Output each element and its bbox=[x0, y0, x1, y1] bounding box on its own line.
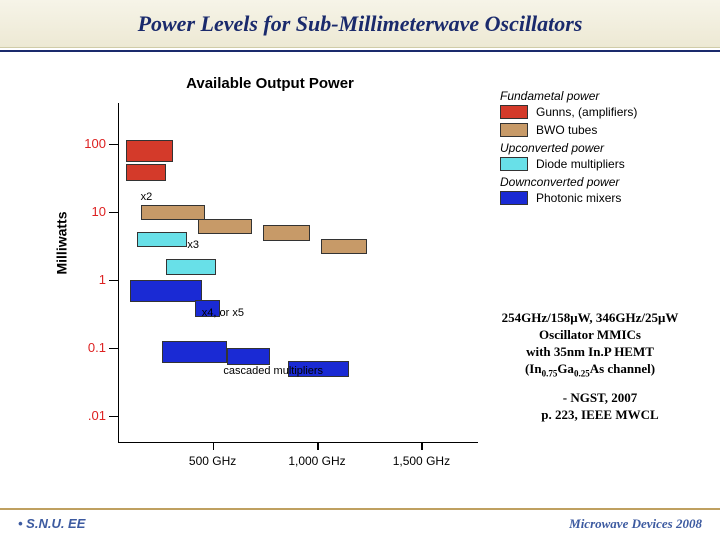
x-tick-label: 1,500 GHz bbox=[386, 454, 456, 468]
page-title: Power Levels for Sub-Millimeterwave Osci… bbox=[138, 11, 583, 37]
data-bar-photonic bbox=[162, 341, 227, 363]
x-tick bbox=[421, 442, 423, 450]
legend-group-title: Downconverted power bbox=[500, 175, 710, 189]
legend-item: Gunns, (amplifiers) bbox=[500, 105, 710, 119]
data-bar-bwo bbox=[263, 225, 310, 240]
legend-label: Photonic mixers bbox=[536, 191, 621, 205]
plot-region: .010.1110100500 GHz1,000 GHz1,500 GHzx2x… bbox=[118, 103, 478, 443]
legend-swatch bbox=[500, 123, 528, 137]
x-tick bbox=[317, 442, 319, 450]
legend-swatch bbox=[500, 191, 528, 205]
legend-label: Diode multipliers bbox=[536, 157, 625, 171]
data-bar-photonic bbox=[130, 280, 202, 302]
data-bar-gunns bbox=[126, 140, 173, 162]
chart-title: Available Output Power bbox=[130, 75, 410, 92]
citation-box: - NGST, 2007 p. 223, IEEE MWCL bbox=[510, 390, 690, 424]
y-tick bbox=[109, 212, 119, 214]
chart-annotation: cascaded multipliers bbox=[223, 365, 323, 377]
legend: Fundametal power Gunns, (amplifiers) BWO t… bbox=[500, 85, 710, 209]
chart-annotation: x2 bbox=[141, 191, 153, 203]
data-bar-bwo bbox=[198, 219, 252, 234]
y-tick-label: .01 bbox=[66, 408, 106, 423]
data-bar-bwo bbox=[321, 239, 368, 254]
y-tick-label: 100 bbox=[66, 136, 106, 151]
legend-label: Gunns, (amplifiers) bbox=[536, 105, 637, 119]
y-tick-label: 0.1 bbox=[66, 340, 106, 355]
y-tick bbox=[109, 348, 119, 350]
y-tick-label: 1 bbox=[66, 272, 106, 287]
data-bar-diode bbox=[166, 259, 216, 274]
legend-label: BWO tubes bbox=[536, 123, 597, 137]
legend-swatch bbox=[500, 157, 528, 171]
y-tick bbox=[109, 416, 119, 418]
data-bar-bwo bbox=[141, 205, 206, 220]
footer-right: Microwave Devices 2008 bbox=[569, 516, 702, 532]
note-line-2: Oscillator MMICs bbox=[470, 327, 710, 344]
y-tick bbox=[109, 280, 119, 282]
data-bar-diode bbox=[137, 232, 187, 247]
note-line-4: (In0.75Ga0.25As channel) bbox=[470, 361, 710, 380]
note-line-3: with 35nm In.P HEMT bbox=[470, 344, 710, 361]
legend-swatch bbox=[500, 105, 528, 119]
legend-item: Photonic mixers bbox=[500, 191, 710, 205]
title-bar: Power Levels for Sub-Millimeterwave Osci… bbox=[0, 0, 720, 48]
note-line-1: 254GHz/158μW, 346GHz/25μW bbox=[470, 310, 710, 327]
chart-annotation: x3 bbox=[187, 239, 199, 251]
legend-group-title: Fundametal power bbox=[500, 89, 710, 103]
legend-item: Diode multipliers bbox=[500, 157, 710, 171]
divider-top bbox=[0, 50, 720, 52]
data-bar-gunns bbox=[126, 164, 166, 181]
annotation-note: 254GHz/158μW, 346GHz/25μW Oscillator MMI… bbox=[470, 310, 710, 380]
legend-item: BWO tubes bbox=[500, 123, 710, 137]
x-tick-label: 500 GHz bbox=[178, 454, 248, 468]
x-tick bbox=[213, 442, 215, 450]
y-axis-label: Milliwatts bbox=[54, 211, 70, 274]
cite-line-1: - NGST, 2007 bbox=[510, 390, 690, 407]
y-tick bbox=[109, 144, 119, 146]
footer-left: • S.N.U. EE bbox=[18, 516, 85, 532]
y-tick-label: 10 bbox=[66, 204, 106, 219]
chart-annotation: x4, or x5 bbox=[202, 307, 244, 319]
chart-area: Available Output Power Milliwatts .010.1… bbox=[50, 75, 485, 465]
footer: • S.N.U. EE Microwave Devices 2008 bbox=[0, 516, 720, 532]
divider-bottom bbox=[0, 508, 720, 510]
data-bar-photonic bbox=[227, 348, 270, 365]
legend-group-title: Upconverted power bbox=[500, 141, 710, 155]
x-tick-label: 1,000 GHz bbox=[282, 454, 352, 468]
cite-line-2: p. 223, IEEE MWCL bbox=[510, 407, 690, 424]
